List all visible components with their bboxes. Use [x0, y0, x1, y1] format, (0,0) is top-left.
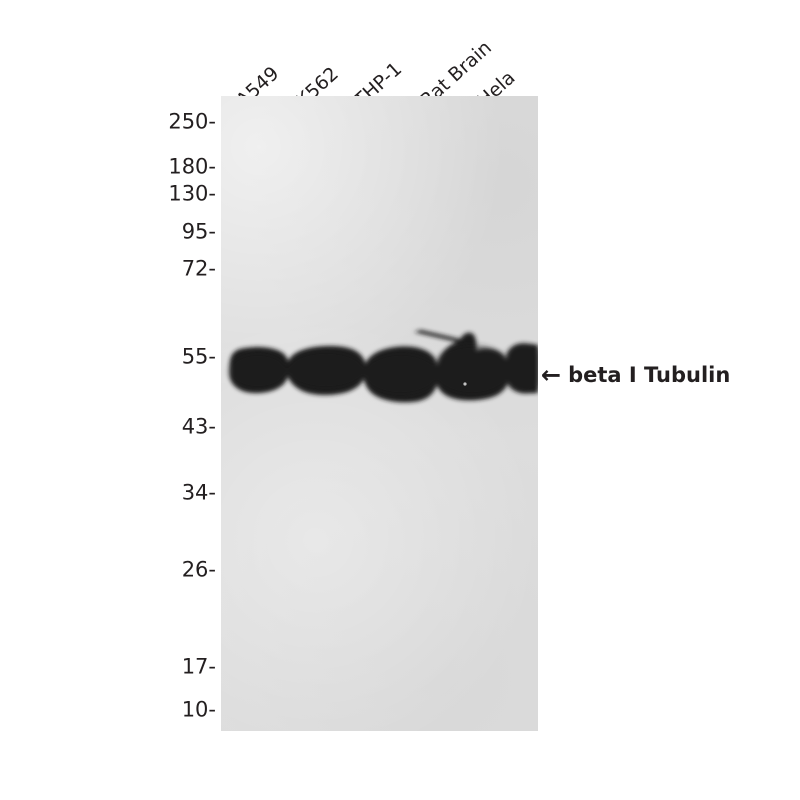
left-arrow-icon: ←	[541, 361, 562, 389]
ladder-marker-95: 95-	[181, 219, 216, 244]
band-halo-k562	[287, 351, 365, 389]
ladder-marker-130: 130-	[168, 181, 216, 206]
band-halo-rat-brain	[433, 345, 511, 395]
band-speckle	[463, 382, 467, 386]
ladder-marker-34: 34-	[181, 480, 216, 505]
ladder-marker-10: 10-	[181, 697, 216, 722]
ladder-marker-43: 43-	[181, 414, 216, 439]
ladder-marker-17: 17-	[181, 654, 216, 679]
blot-membrane-panel	[221, 96, 538, 731]
molecular-weight-ladder: 250- 180- 130- 95- 72- 55- 43- 34- 26- 1…	[120, 0, 216, 800]
target-protein-label: beta I Tubulin	[568, 363, 731, 387]
band-layer	[229, 330, 538, 403]
ladder-marker-55: 55-	[181, 344, 216, 369]
band-halo-a549	[229, 353, 287, 389]
ladder-marker-250: 250-	[168, 109, 216, 134]
ladder-marker-26: 26-	[181, 557, 216, 582]
band-halo-thp-1	[364, 353, 438, 395]
ladder-marker-180: 180-	[168, 154, 216, 179]
band-halo-hela	[502, 344, 538, 392]
ladder-marker-72: 72-	[181, 256, 216, 281]
target-protein-annotation: ← beta I Tubulin	[541, 363, 730, 387]
